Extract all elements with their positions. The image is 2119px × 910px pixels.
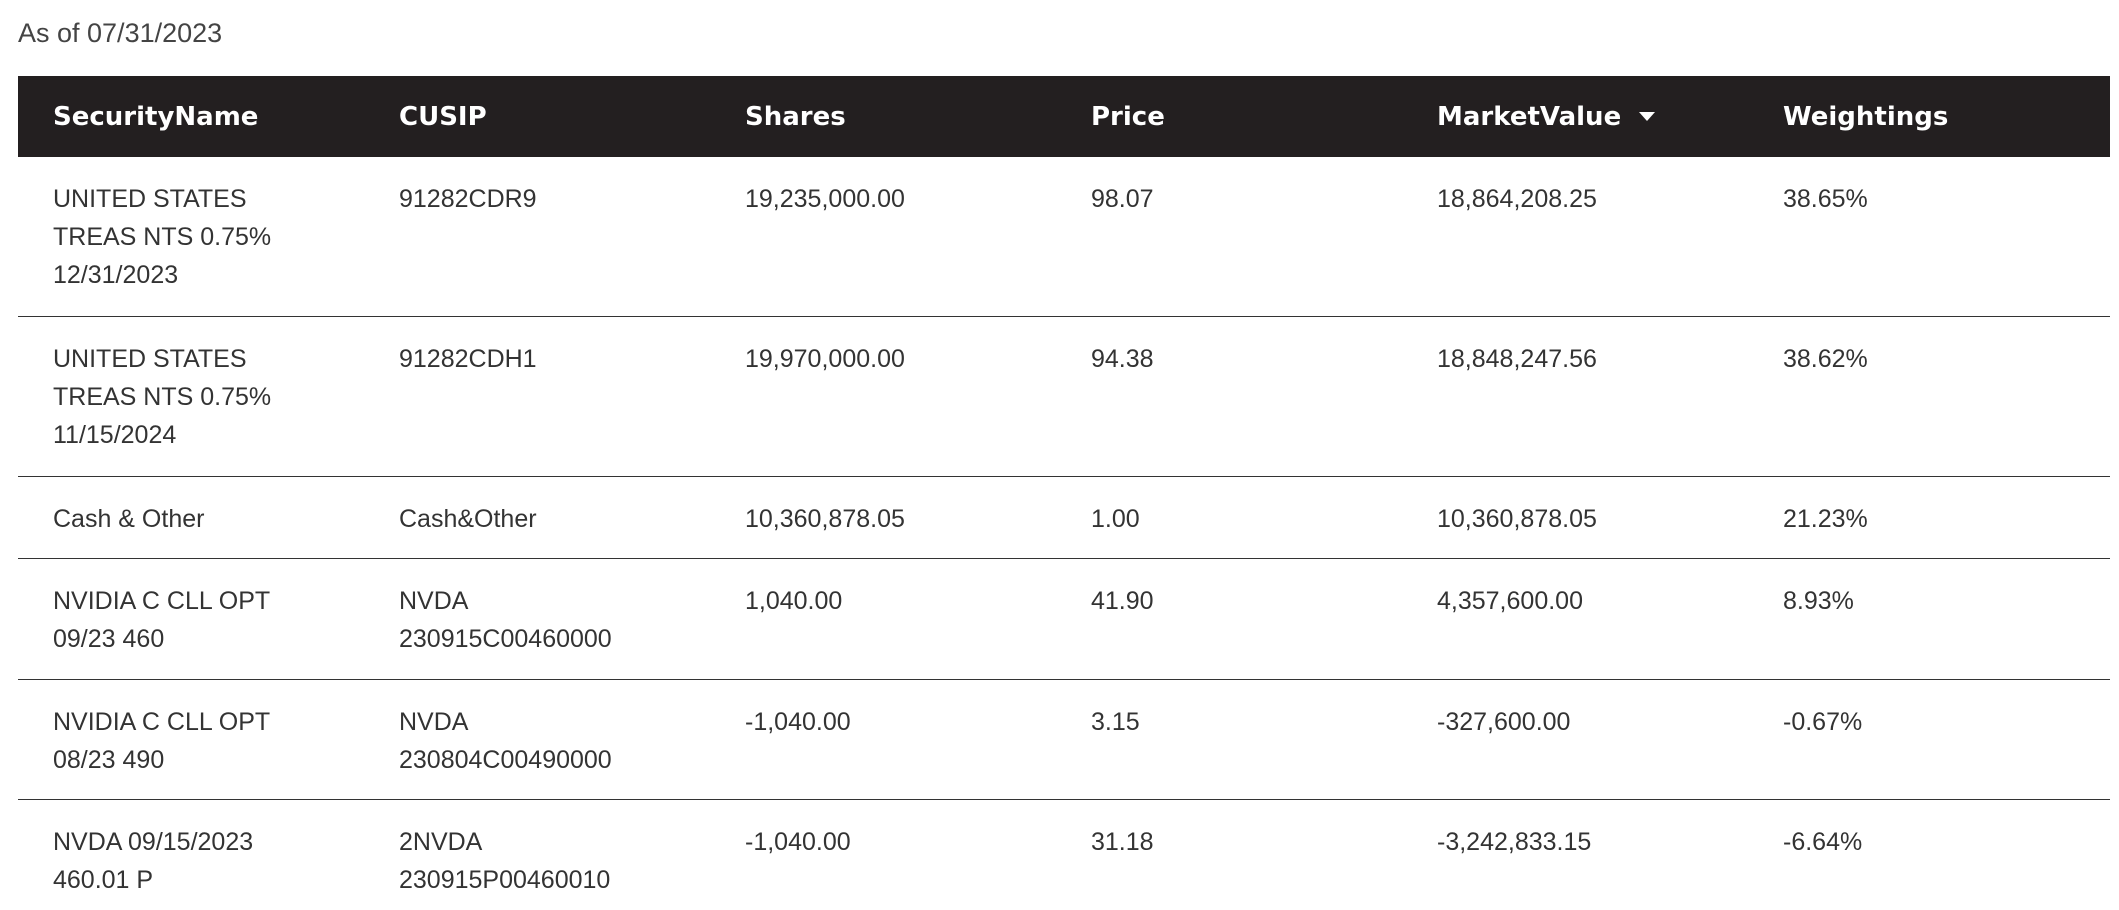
cell-price: 31.18 [1091, 828, 1154, 856]
cell-security-name: UNITED STATES TREAS NTS 0.75% 12/31/2023 [53, 185, 272, 289]
column-header-price[interactable]: Price [1091, 101, 1165, 132]
cell-cusip: 2NVDA 230915P00460010 [399, 828, 611, 894]
sort-desc-icon [1639, 112, 1656, 121]
cell-cusip: Cash&Other [399, 505, 537, 533]
cell-security-name: UNITED STATES TREAS NTS 0.75% 11/15/2024 [53, 345, 272, 449]
cell-weighting: 38.65% [1783, 185, 1868, 213]
cell-weighting: 21.23% [1783, 505, 1868, 533]
cell-market-value: 18,848,247.56 [1437, 345, 1597, 373]
cell-market-value: -327,600.00 [1437, 708, 1571, 736]
cell-price: 1.00 [1091, 505, 1140, 533]
column-header-cusip[interactable]: CUSIP [399, 101, 487, 132]
cell-price: 41.90 [1091, 587, 1154, 615]
table-row: NVDA 09/15/2023 460.01 P 2NVDA 230915P00… [18, 800, 2110, 910]
cell-cusip: NVDA 230804C00490000 [399, 708, 612, 774]
cell-weighting: 8.93% [1783, 587, 1854, 615]
table-row: NVIDIA C CLL OPT 09/23 460 NVDA 230915C0… [18, 559, 2110, 680]
cell-shares: 19,970,000.00 [745, 345, 905, 373]
cell-price: 3.15 [1091, 708, 1140, 736]
as-of-date: As of 07/31/2023 [18, 18, 223, 48]
cell-shares: -1,040.00 [745, 708, 851, 736]
cell-security-name: NVIDIA C CLL OPT 08/23 490 [53, 708, 271, 774]
cell-weighting: -6.64% [1783, 828, 1863, 856]
cell-market-value: 10,360,878.05 [1437, 505, 1597, 533]
column-header-security-name[interactable]: SecurityName [53, 101, 259, 132]
table-row: NVIDIA C CLL OPT 08/23 490 NVDA 230804C0… [18, 680, 2110, 800]
table-header: SecurityName CUSIP Shares Price MarketVa… [18, 76, 2110, 157]
cell-shares: 19,235,000.00 [745, 185, 905, 213]
table-row: Cash & Other Cash&Other 10,360,878.05 1.… [18, 477, 2110, 559]
table-row: UNITED STATES TREAS NTS 0.75% 12/31/2023… [18, 157, 2110, 317]
cell-cusip: NVDA 230915C00460000 [399, 587, 612, 653]
cell-shares: -1,040.00 [745, 828, 851, 856]
cell-price: 98.07 [1091, 185, 1154, 213]
cell-shares: 10,360,878.05 [745, 505, 905, 533]
cell-security-name: NVIDIA C CLL OPT 09/23 460 [53, 587, 271, 653]
cell-market-value: 18,864,208.25 [1437, 185, 1597, 213]
cell-security-name: NVDA 09/15/2023 460.01 P [53, 828, 254, 894]
column-header-market-value[interactable]: MarketValue [1402, 102, 1748, 132]
table-row: UNITED STATES TREAS NTS 0.75% 11/15/2024… [18, 317, 2110, 477]
cell-price: 94.38 [1091, 345, 1154, 373]
cell-cusip: 91282CDH1 [399, 345, 537, 373]
column-header-weightings[interactable]: Weightings [1783, 101, 1949, 132]
cell-cusip: 91282CDR9 [399, 185, 537, 213]
cell-security-name: Cash & Other [53, 505, 205, 533]
cell-shares: 1,040.00 [745, 587, 843, 615]
cell-weighting: 38.62% [1783, 345, 1868, 373]
cell-weighting: -0.67% [1783, 708, 1863, 736]
cell-market-value: 4,357,600.00 [1437, 587, 1583, 615]
column-header-shares[interactable]: Shares [745, 101, 846, 132]
holdings-table: SecurityName CUSIP Shares Price MarketVa… [18, 76, 2110, 910]
cell-market-value: -3,242,833.15 [1437, 828, 1592, 856]
